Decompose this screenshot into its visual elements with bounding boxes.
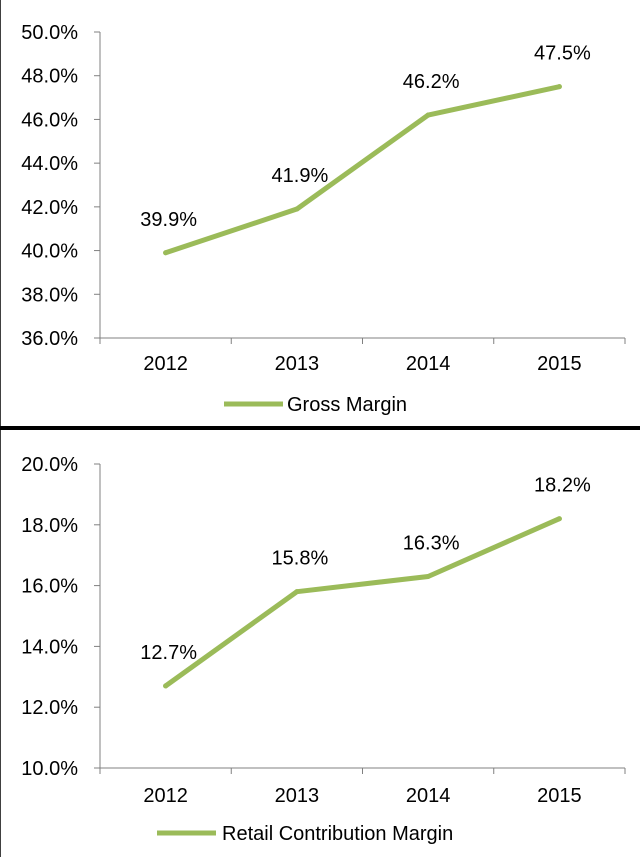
y-tick-label: 14.0% <box>21 636 78 658</box>
data-label: 18.2% <box>534 475 591 497</box>
x-tick-label: 2012 <box>143 353 188 375</box>
data-point <box>425 573 431 579</box>
data-label: 39.9% <box>140 209 197 231</box>
data-point <box>556 84 562 90</box>
legend-label: Gross Margin <box>287 394 407 416</box>
y-tick-label: 20.0% <box>21 454 78 476</box>
data-point <box>294 589 300 595</box>
x-tick-label: 2013 <box>275 785 320 807</box>
y-tick-label: 38.0% <box>21 284 78 306</box>
data-point <box>294 206 300 212</box>
x-tick-label: 2015 <box>537 353 582 375</box>
y-tick-label: 16.0% <box>21 576 78 598</box>
x-tick-label: 2012 <box>143 785 188 807</box>
data-point <box>556 516 562 522</box>
y-tick-label: 18.0% <box>21 515 78 537</box>
data-point <box>425 112 431 118</box>
y-tick-label: 44.0% <box>21 153 78 175</box>
data-label: 47.5% <box>534 43 591 65</box>
y-tick-label: 40.0% <box>21 241 78 263</box>
chart-panel-2: 10.0% 12.0% 14.0% 16.0% 18.0% 20.0% 2012 2013 20… <box>21 454 626 845</box>
x-tick-label: 2015 <box>537 785 582 807</box>
data-label: 41.9% <box>272 165 329 187</box>
x-tick-label: 2014 <box>406 353 451 375</box>
data-label: 15.8% <box>272 548 329 570</box>
y-tick-label: 10.0% <box>21 758 78 780</box>
x-tick-label: 2014 <box>406 785 451 807</box>
chart-panel-1: 36.0% 38.0% 40.0% 42.0% 44.0% 46.0% 48.0% 50.0%… <box>21 22 626 416</box>
panel-divider <box>0 426 640 430</box>
series-line-1 <box>163 516 562 689</box>
y-tick-label: 46.0% <box>21 109 78 131</box>
y-tick-label: 12.0% <box>21 697 78 719</box>
y-tick-label: 36.0% <box>21 328 78 350</box>
series-line-1 <box>163 84 562 256</box>
data-point <box>163 683 169 689</box>
data-label: 12.7% <box>140 642 197 664</box>
y-tick-label: 50.0% <box>21 22 78 44</box>
data-label: 16.3% <box>403 532 460 554</box>
y-tick-label: 48.0% <box>21 66 78 88</box>
data-label: 46.2% <box>403 71 460 93</box>
x-tick-label: 2013 <box>275 353 320 375</box>
legend-label: Retail Contribution Margin <box>222 823 453 845</box>
data-point <box>163 250 169 256</box>
y-tick-label: 42.0% <box>21 197 78 219</box>
